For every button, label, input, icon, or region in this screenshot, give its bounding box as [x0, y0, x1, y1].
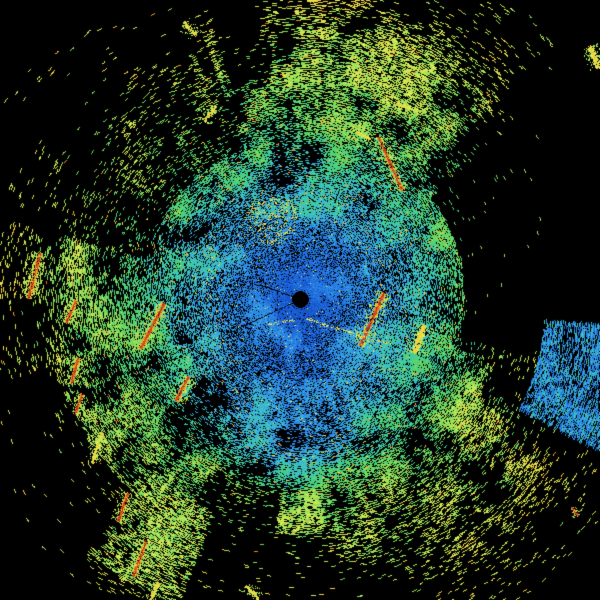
point-cloud-canvas: [0, 0, 600, 600]
galaxy-point-cloud-figure: [0, 0, 600, 600]
